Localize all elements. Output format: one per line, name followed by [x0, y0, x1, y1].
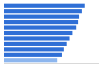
bar — [4, 42, 67, 46]
bar — [4, 25, 76, 29]
bar — [4, 31, 72, 35]
chart — [0, 0, 100, 71]
bar — [4, 47, 64, 51]
bar — [4, 58, 57, 62]
bars — [4, 4, 85, 63]
bar — [4, 20, 78, 24]
bar — [4, 36, 70, 40]
bar — [4, 9, 82, 13]
bar — [4, 15, 79, 19]
bar — [4, 4, 85, 8]
x-axis-line — [4, 63, 99, 64]
bar — [4, 53, 62, 57]
